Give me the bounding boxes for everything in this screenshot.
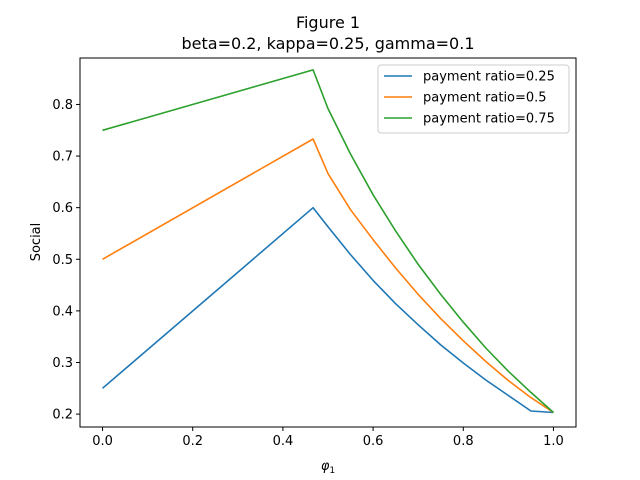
x-tick-label: 0.6 (363, 434, 384, 449)
y-tick-label: 0.5 (52, 253, 73, 268)
x-axis-label: φ1 (321, 459, 335, 476)
x-axis-ticks: 0.0 0.2 0.4 0.6 0.8 1.0 (92, 427, 564, 449)
y-axis-label: Social (29, 223, 44, 262)
x-tick-label: 0.0 (92, 434, 113, 449)
series-lines (101, 69, 555, 414)
legend-label-1: payment ratio=0.25 (423, 70, 555, 85)
y-axis-ticks: 0.2 0.3 0.4 0.5 0.6 0.7 0.8 (52, 98, 80, 423)
legend-label-3: payment ratio=0.75 (423, 112, 555, 127)
y-tick-label: 0.8 (52, 98, 73, 113)
x-tick-label: 0.8 (453, 434, 474, 449)
series-line-2 (102, 138, 554, 414)
y-tick-label: 0.3 (52, 356, 73, 371)
y-tick-label: 0.2 (52, 408, 73, 423)
legend-label-2: payment ratio=0.5 (423, 91, 547, 106)
y-tick-label: 0.7 (52, 150, 73, 165)
plot-frame (79, 57, 577, 428)
y-tick-label: 0.4 (52, 304, 73, 319)
legend-box (377, 64, 570, 134)
chart-subtitle: beta=0.2, kappa=0.25, gamma=0.1 (182, 34, 475, 53)
chart-title: Figure 1 (296, 13, 360, 32)
x-axis-label-subscript: 1 (329, 466, 335, 476)
x-tick-label: 1.0 (543, 434, 564, 449)
series-line-1 (101, 206, 554, 414)
legend: payment ratio=0.25 payment ratio=0.5 payme… (377, 64, 570, 134)
x-tick-label: 0.4 (273, 434, 294, 449)
y-tick-label: 0.6 (52, 201, 73, 216)
series-line-3 (102, 69, 555, 414)
x-axis-label-symbol: φ (321, 459, 330, 474)
x-tick-label: 0.2 (182, 434, 203, 449)
